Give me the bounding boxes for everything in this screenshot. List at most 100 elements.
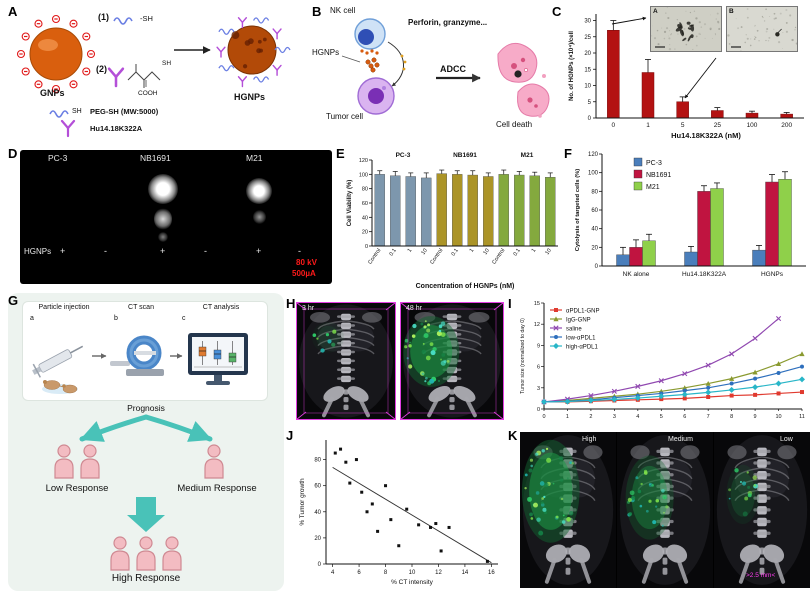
svg-text:100: 100 bbox=[588, 171, 599, 177]
svg-text:1: 1 bbox=[531, 248, 538, 254]
response-label-medium: Medium bbox=[668, 436, 693, 443]
svg-text:4: 4 bbox=[636, 414, 639, 420]
svg-text:60: 60 bbox=[314, 484, 321, 490]
svg-text:Hu14.18K322A: Hu14.18K322A bbox=[682, 271, 727, 278]
panel-j-label: J bbox=[286, 428, 294, 443]
svg-text:8: 8 bbox=[730, 414, 733, 420]
panel-d-label: D bbox=[8, 146, 18, 161]
svg-text:40: 40 bbox=[591, 227, 598, 233]
svg-text:60: 60 bbox=[362, 201, 368, 207]
panel-b-label: B bbox=[312, 4, 322, 19]
step-letter-b: b bbox=[114, 315, 118, 322]
svg-text:M21: M21 bbox=[646, 184, 660, 191]
workflow-illustration bbox=[32, 333, 248, 394]
peg-sh-tag: -SH bbox=[140, 14, 153, 23]
svg-text:120: 120 bbox=[359, 158, 368, 164]
tem-inset-b-label: B bbox=[729, 8, 734, 15]
time-label-48hr: 48 hr bbox=[406, 305, 422, 312]
svg-text:25: 25 bbox=[714, 122, 722, 129]
tem-image-a bbox=[651, 7, 721, 51]
svg-text:5: 5 bbox=[681, 122, 685, 129]
svg-text:0: 0 bbox=[595, 264, 599, 270]
prognosis-label: Prognosis bbox=[127, 403, 165, 413]
svg-text:12: 12 bbox=[534, 322, 540, 328]
lane-header-nb1691: NB1691 bbox=[140, 153, 171, 163]
response-label-high: High bbox=[582, 436, 597, 443]
svg-text:1: 1 bbox=[566, 414, 569, 420]
svg-text:15: 15 bbox=[584, 67, 591, 73]
panel-a: A (1) -SH (2) SH COOH GNPs HGNPs SH PEG-… bbox=[8, 4, 310, 146]
svg-text:10: 10 bbox=[544, 248, 552, 256]
lane-sign-2: - bbox=[104, 246, 107, 256]
svg-text:25: 25 bbox=[584, 35, 591, 41]
step1-label: (1) bbox=[98, 12, 109, 22]
panel-i-label: I bbox=[508, 296, 512, 311]
panel-h-label: H bbox=[286, 296, 296, 311]
svg-text:5: 5 bbox=[588, 100, 592, 106]
ct-image-low bbox=[714, 432, 810, 588]
tem-inset-a: A bbox=[650, 6, 722, 52]
svg-text:10: 10 bbox=[775, 414, 781, 420]
svg-text:20: 20 bbox=[314, 536, 321, 542]
svg-text:60: 60 bbox=[591, 208, 598, 214]
svg-text:saline: saline bbox=[566, 327, 582, 333]
xray-film-image: PC-3 NB1691 M21 HGNPs + - + - + - 80 kV … bbox=[20, 150, 332, 284]
lane-sign-3: + bbox=[160, 246, 166, 256]
ct-image-high bbox=[520, 432, 616, 588]
svg-text:No. of HGNPs (×10⁴)/cell: No. of HGNPs (×10⁴)/cell bbox=[569, 31, 575, 101]
svg-text:% CT intensity: % CT intensity bbox=[391, 579, 434, 586]
lane-sign-6: - bbox=[298, 246, 301, 256]
response-label-low: Low bbox=[780, 436, 793, 443]
svg-text:Cell Viability (%): Cell Viability (%) bbox=[347, 180, 353, 227]
svg-text:100: 100 bbox=[747, 122, 758, 129]
tem-inset-a-label: A bbox=[653, 8, 658, 15]
gnps-label: GNPs bbox=[40, 88, 65, 98]
svg-text:1: 1 bbox=[407, 248, 414, 254]
adcc-label: ADCC bbox=[440, 64, 466, 74]
chem-sh-label: SH bbox=[162, 60, 172, 67]
panel-k: K High Medium Low >2.5 mm< bbox=[508, 428, 810, 592]
panel-e: 0 20 40 60 80 100 120 Control 0.1 1 10 Control 0.1 1 1… bbox=[336, 146, 562, 292]
svg-text:2: 2 bbox=[589, 414, 592, 420]
svg-text:NK alone: NK alone bbox=[623, 271, 650, 278]
nanoparticle-scheme-illustration bbox=[16, 14, 291, 138]
current-label: 500µA bbox=[292, 269, 316, 278]
svg-text:120: 120 bbox=[588, 152, 599, 158]
svg-text:10: 10 bbox=[482, 248, 490, 256]
legend-sh-label: SH bbox=[72, 108, 82, 115]
svg-text:20: 20 bbox=[362, 230, 368, 236]
step-title-ct-scan: CT scan bbox=[128, 304, 154, 311]
svg-text:30: 30 bbox=[584, 19, 591, 25]
svg-text:20: 20 bbox=[591, 245, 598, 251]
svg-text:1: 1 bbox=[469, 248, 476, 254]
svg-text:M21: M21 bbox=[521, 152, 534, 159]
cell-death-label: Cell death bbox=[496, 120, 533, 129]
tumor-size-line-chart: 0 1 2 3 4 5 6 7 8 9 10 1103691215αPDL1-GNPIgG-GNPsa… bbox=[520, 301, 805, 420]
hgnps-pointer-label: HGNPs bbox=[312, 48, 340, 57]
svg-text:0: 0 bbox=[537, 407, 540, 413]
panel-c-label: C bbox=[552, 4, 562, 19]
svg-text:0.1: 0.1 bbox=[451, 248, 460, 258]
panel-j: 4 6 8 10 12 14 16 0 20 40 60 80 % CT intensity % Tumo… bbox=[286, 428, 506, 592]
svg-text:0: 0 bbox=[318, 562, 322, 568]
svg-text:NB1691: NB1691 bbox=[453, 152, 477, 159]
svg-text:12: 12 bbox=[435, 570, 442, 576]
lane-sign-5: + bbox=[256, 246, 262, 256]
svg-text:6: 6 bbox=[683, 414, 686, 420]
chem-cooh-label: COOH bbox=[138, 90, 158, 97]
high-response-label: High Response bbox=[111, 573, 181, 584]
svg-text:9: 9 bbox=[754, 414, 757, 420]
panel-c: 0 5 10 15 20 25 30 0 1 5 25 100 200 Hu14.18K322A (nM)… bbox=[552, 4, 810, 146]
adcc-mechanism-illustration bbox=[341, 18, 550, 118]
svg-text:PC-3: PC-3 bbox=[396, 152, 411, 159]
svg-text:0: 0 bbox=[588, 116, 592, 122]
svg-text:1: 1 bbox=[646, 122, 650, 129]
cytolysis-bar-chart: 0 20 40 60 80 100 120 NK alone Hu14.18K322A HGNPs… bbox=[575, 152, 806, 278]
step2-label: (2) bbox=[96, 64, 107, 74]
voltage-label: 80 kV bbox=[296, 258, 317, 267]
svg-text:Control: Control bbox=[429, 248, 444, 266]
svg-text:Cytolysis of targeted cells (%: Cytolysis of targeted cells (%) bbox=[575, 169, 581, 252]
